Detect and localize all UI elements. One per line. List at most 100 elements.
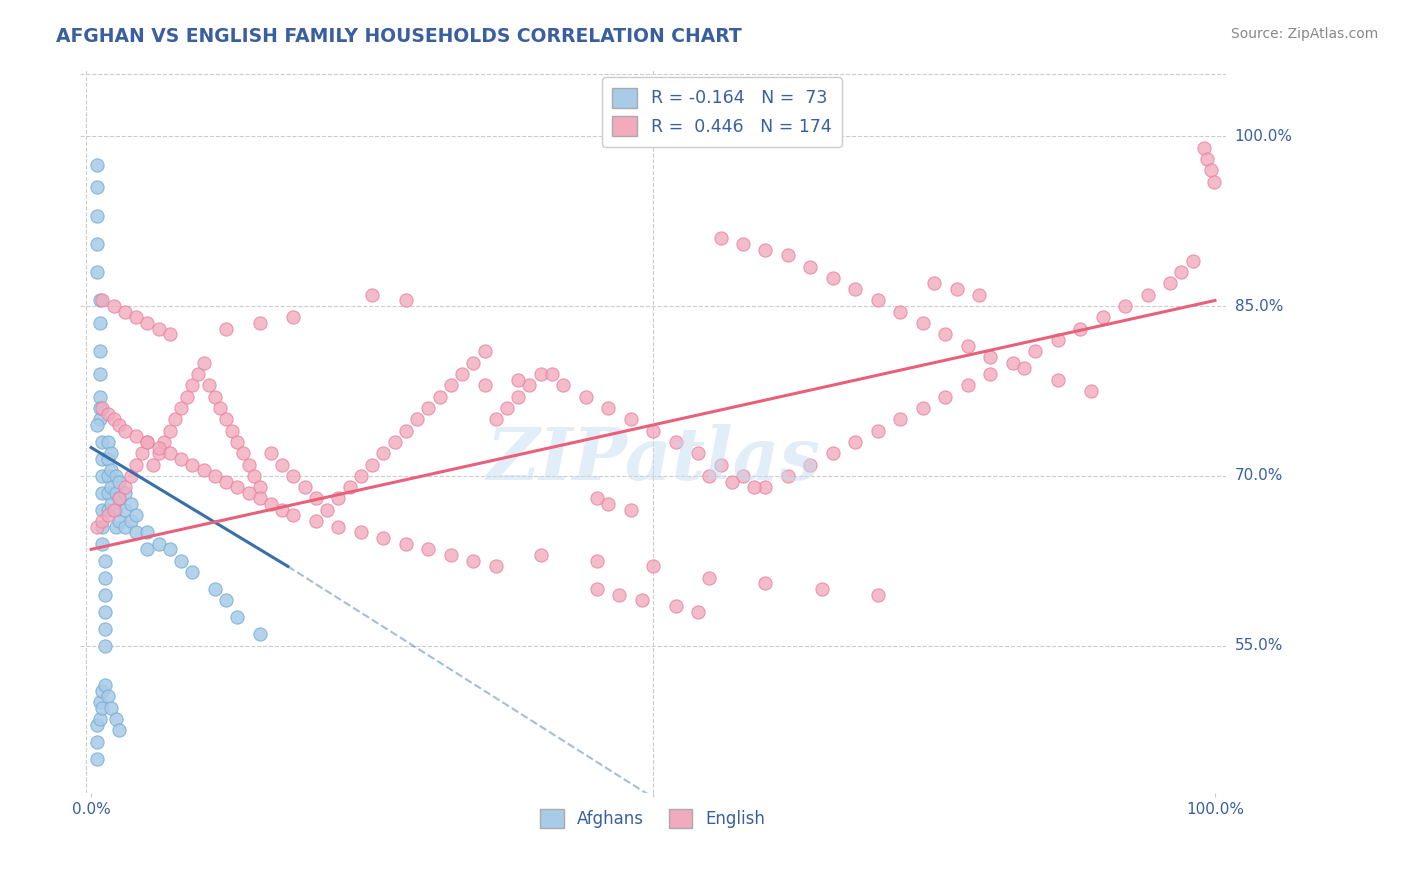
Point bbox=[181, 378, 204, 392]
Point bbox=[1114, 299, 1136, 313]
Point bbox=[530, 367, 553, 381]
Point bbox=[305, 514, 328, 528]
Point bbox=[86, 417, 108, 432]
Text: 70.0%: 70.0% bbox=[1234, 468, 1282, 483]
Point bbox=[136, 434, 159, 449]
Point bbox=[114, 424, 136, 438]
Point bbox=[697, 468, 720, 483]
Point bbox=[86, 752, 108, 766]
Point bbox=[339, 480, 361, 494]
Point bbox=[86, 265, 108, 279]
Point bbox=[100, 497, 122, 511]
Point bbox=[104, 520, 127, 534]
Point bbox=[86, 520, 108, 534]
Point bbox=[249, 480, 271, 494]
Point bbox=[844, 282, 866, 296]
Point bbox=[204, 582, 226, 596]
Point bbox=[709, 458, 731, 472]
Point bbox=[1170, 265, 1192, 279]
Point bbox=[754, 480, 776, 494]
Point bbox=[89, 712, 111, 726]
Point bbox=[91, 451, 114, 466]
Point bbox=[350, 525, 373, 540]
Text: AFGHAN VS ENGLISH FAMILY HOUSEHOLDS CORRELATION CHART: AFGHAN VS ENGLISH FAMILY HOUSEHOLDS CORR… bbox=[56, 27, 742, 45]
Point bbox=[361, 458, 384, 472]
Point bbox=[373, 531, 395, 545]
Point bbox=[114, 520, 136, 534]
Point bbox=[97, 407, 120, 421]
Point bbox=[187, 367, 209, 381]
Point bbox=[91, 401, 114, 415]
Point bbox=[97, 485, 120, 500]
Point bbox=[440, 548, 463, 562]
Text: 100.0%: 100.0% bbox=[1234, 129, 1292, 144]
Point bbox=[844, 434, 866, 449]
Point bbox=[125, 458, 148, 472]
Point bbox=[664, 434, 686, 449]
Point bbox=[91, 683, 114, 698]
Point bbox=[866, 293, 889, 308]
Point bbox=[159, 446, 181, 460]
Point bbox=[97, 468, 120, 483]
Point bbox=[148, 537, 170, 551]
Point bbox=[956, 339, 979, 353]
Point bbox=[136, 525, 159, 540]
Point bbox=[709, 231, 731, 245]
Point bbox=[429, 390, 451, 404]
Point bbox=[100, 463, 122, 477]
Point bbox=[742, 480, 765, 494]
Point bbox=[91, 293, 114, 308]
Point bbox=[249, 627, 271, 641]
Point bbox=[170, 401, 193, 415]
Point bbox=[586, 582, 609, 596]
Point bbox=[1159, 277, 1181, 291]
Point bbox=[97, 434, 120, 449]
Point bbox=[283, 508, 305, 523]
Point bbox=[697, 571, 720, 585]
Point bbox=[108, 491, 131, 506]
Point bbox=[508, 373, 530, 387]
Point bbox=[316, 503, 339, 517]
Point bbox=[754, 243, 776, 257]
Point bbox=[731, 468, 754, 483]
Point bbox=[967, 288, 990, 302]
Point bbox=[731, 236, 754, 251]
Point bbox=[243, 468, 266, 483]
Point bbox=[620, 412, 643, 426]
Point bbox=[89, 367, 111, 381]
Point bbox=[86, 158, 108, 172]
Point bbox=[136, 542, 159, 557]
Point bbox=[294, 480, 316, 494]
Point bbox=[474, 344, 496, 359]
Point bbox=[328, 491, 350, 506]
Point bbox=[108, 475, 131, 489]
Point bbox=[93, 588, 115, 602]
Point bbox=[209, 401, 232, 415]
Point bbox=[395, 537, 418, 551]
Point bbox=[176, 390, 198, 404]
Point bbox=[159, 542, 181, 557]
Point bbox=[889, 305, 911, 319]
Point bbox=[395, 293, 418, 308]
Point bbox=[249, 316, 271, 330]
Point bbox=[86, 236, 108, 251]
Point bbox=[866, 424, 889, 438]
Point bbox=[496, 401, 519, 415]
Point bbox=[260, 446, 283, 460]
Point bbox=[575, 390, 598, 404]
Point bbox=[89, 390, 111, 404]
Point bbox=[586, 554, 609, 568]
Point bbox=[181, 458, 204, 472]
Point bbox=[238, 485, 260, 500]
Point bbox=[215, 412, 238, 426]
Point bbox=[114, 305, 136, 319]
Point bbox=[474, 378, 496, 392]
Point bbox=[86, 209, 108, 223]
Point bbox=[1012, 361, 1035, 376]
Point bbox=[451, 367, 474, 381]
Point bbox=[108, 514, 131, 528]
Point bbox=[609, 588, 631, 602]
Point bbox=[97, 690, 120, 704]
Point bbox=[553, 378, 575, 392]
Point bbox=[866, 588, 889, 602]
